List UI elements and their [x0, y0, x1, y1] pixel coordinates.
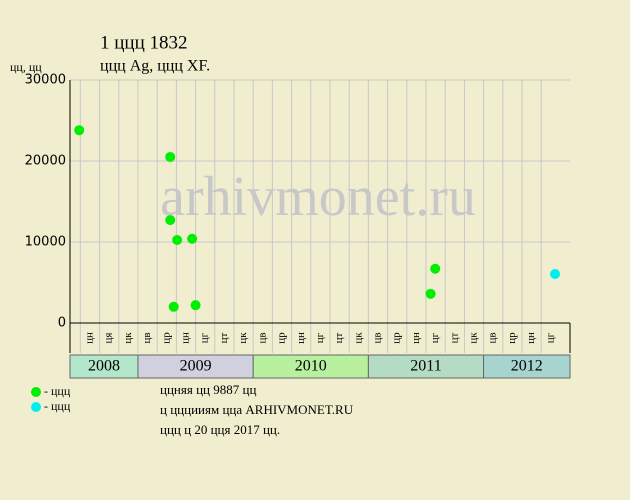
point	[165, 151, 176, 162]
x-tick-label: цр	[391, 332, 403, 344]
point	[190, 300, 201, 311]
point	[550, 268, 561, 279]
x-tick-label: цк	[468, 332, 480, 344]
x-tick-label: цр	[160, 332, 172, 344]
note: ццц ц 20 цця 2017 цц.	[160, 422, 280, 437]
x-tick-label: цн	[410, 332, 422, 344]
x-tick-label: цв	[256, 332, 268, 343]
watermark: arhivmonet.ru	[160, 166, 476, 228]
year-label: 2011	[410, 358, 441, 375]
point	[168, 301, 179, 312]
year-label: 2009	[180, 358, 212, 375]
x-tick-label: цг	[544, 332, 556, 343]
x-tick-label: цр	[276, 332, 288, 344]
x-tick-label: цр	[506, 332, 518, 344]
year-label: 2008	[88, 358, 120, 375]
y-axis-label: цц, цц	[10, 60, 42, 74]
y-tick-label: 30000	[25, 73, 66, 88]
note: ц цццииям цца ARHIVMONET.RU	[160, 402, 354, 417]
point	[430, 263, 441, 274]
legend-marker	[31, 402, 41, 412]
x-tick-label: цт	[448, 332, 460, 343]
x-tick-label: цн	[295, 332, 307, 344]
x-tick-label: цк	[352, 332, 364, 344]
y-tick-label: 20000	[25, 154, 66, 169]
x-tick-label: цг	[314, 332, 326, 343]
chart-subtitle: ццц Ag, ццц XF.	[100, 58, 210, 75]
x-tick-label: цк	[237, 332, 249, 344]
x-tick-label: цт	[333, 332, 345, 343]
x-tick-label: цн	[83, 332, 95, 344]
point	[187, 233, 198, 244]
point	[74, 125, 85, 136]
point	[165, 215, 176, 226]
y-tick-label: 10000	[25, 235, 66, 250]
x-tick-label: цг	[429, 332, 441, 343]
x-tick-label: цк	[122, 332, 134, 344]
x-tick-label: цв	[141, 332, 153, 343]
x-tick-label: цв	[487, 332, 499, 343]
chart-title: 1 ццц 1832	[100, 32, 188, 53]
x-tick-label: цв	[371, 332, 383, 343]
x-tick-label: цг	[199, 332, 211, 343]
x-tick-label: цт	[218, 332, 230, 343]
x-tick-label: ця	[103, 333, 115, 344]
legend-label: - ццц	[44, 384, 71, 398]
year-label: 2010	[295, 358, 327, 375]
point	[172, 234, 183, 245]
x-tick-label: цн	[525, 332, 537, 344]
point	[425, 288, 436, 299]
x-tick-label: цн	[180, 332, 192, 344]
note: ццняя цц 9887 цц	[160, 382, 256, 397]
y-tick-label: 0	[58, 316, 66, 331]
legend-label: - ццц	[44, 399, 71, 413]
year-label: 2012	[511, 358, 543, 375]
legend-marker	[31, 387, 41, 397]
year-band	[483, 354, 571, 379]
